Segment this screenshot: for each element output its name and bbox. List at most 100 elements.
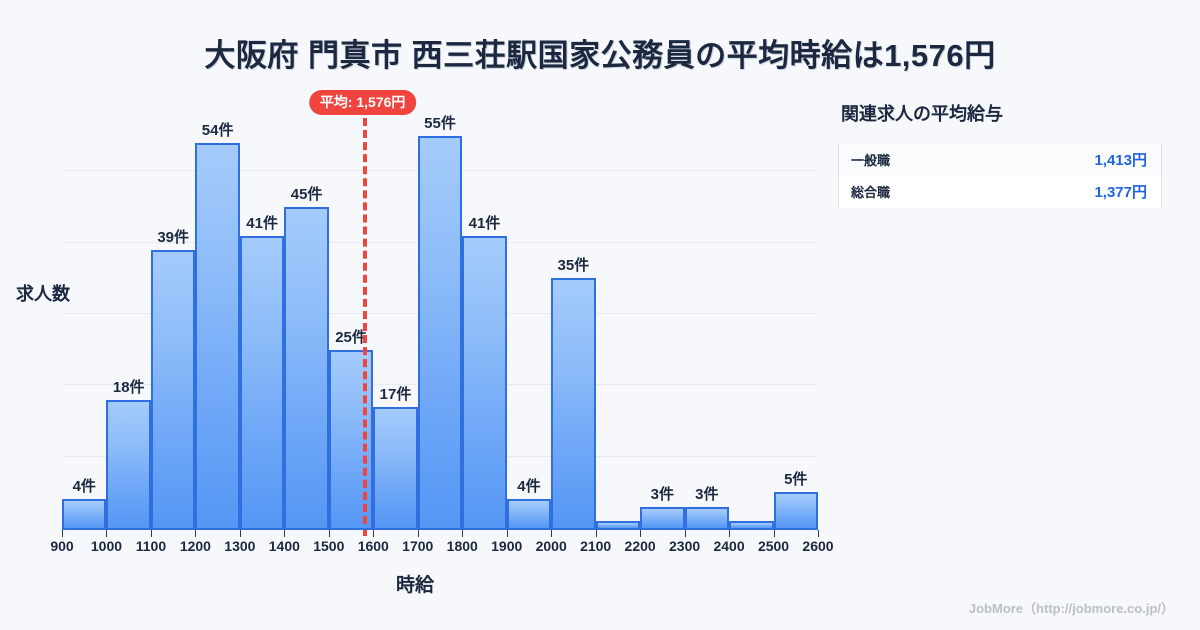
bar [729,520,774,528]
bar-slot: 54件 [195,100,240,528]
x-axis-tick-labels: 900 1000 1100 1200 1300 1400 1500 1600 1700 1800 1… [50,538,833,560]
bar-value-label: 25件 [335,328,367,346]
x-axis-ticks [62,530,819,538]
related-salary-panel: 関連求人の平均給与 一般職 1,413円総合職 1,377円 [838,100,1168,208]
x-tick-label: 900 [50,538,74,554]
bar [462,235,507,528]
page-title: 大阪府 門真市 西三荘駅国家公務員の平均時給は1,576円 [204,38,996,73]
bar [284,207,329,528]
x-tick [106,530,108,537]
y-axis-title: 求人数 [16,284,70,304]
x-tick-label: 1300 [224,538,256,554]
bar [239,235,285,528]
bar-slot: 4件 [62,100,107,528]
bar [62,499,107,528]
x-tick-label: 2100 [580,538,612,554]
x-tick-label: 2600 [802,538,834,554]
x-tick [150,530,152,537]
x-tick [773,530,775,537]
x-tick [818,530,819,537]
x-tick-label: 1800 [446,538,478,554]
salary-row-name: 一般職 [851,153,891,168]
histogram-chart: 求人数 4件 18件 39件 54件 41件 45件 25件 17件 55件 41件 4件 35件 3件… [0,90,834,596]
salary-row: 一般職 1,413円 [839,144,1161,176]
bar-slot: 41件 [239,100,285,528]
bar-value-label: 3件 [695,485,719,503]
x-tick-label: 1600 [357,538,389,554]
x-tick-label: 1200 [179,538,211,554]
bar-value-label: 45件 [290,186,323,203]
bar-value-label: 3件 [650,485,674,503]
bar-slot: 5件 [773,100,818,528]
x-tick [62,530,63,537]
x-tick [640,530,642,537]
average-line [362,118,367,536]
x-tick [551,530,553,537]
x-tick-label: 2400 [713,538,745,554]
x-tick [239,530,241,537]
bar [328,349,374,528]
bar-slot [729,100,774,528]
bar-value-label: 41件 [246,214,278,232]
x-tick [417,530,419,537]
bar [595,520,641,528]
x-tick-label: 2000 [535,538,567,554]
x-tick-label: 1500 [313,538,345,554]
x-tick-label: 2200 [624,538,656,554]
average-badge: 平均: 1,576円 [308,90,417,115]
bar [195,142,240,528]
bar [551,278,596,528]
x-tick [729,530,731,537]
bar-slot: 25件 [328,100,374,528]
x-tick-label: 2500 [757,538,790,554]
bar-value-label: 5件 [784,471,808,489]
x-tick-label: 1100 [135,538,167,554]
x-tick-label: 1000 [90,538,123,554]
x-tick-label: 1700 [402,538,434,554]
x-tick [462,530,464,537]
bar-value-label: 39件 [157,228,190,246]
x-axis-line [62,528,818,530]
bar-slot: 3件 [684,100,730,528]
bar-slot: 3件 [640,100,685,528]
bar-value-label: 18件 [112,378,145,396]
bar [684,506,730,528]
x-tick [284,530,286,537]
bar-slot [595,100,641,528]
salary-row-value: 1,413円 [1094,152,1147,169]
salary-row-value: 1,377円 [1094,184,1147,201]
x-tick-label: 2300 [669,538,701,554]
bar-value-label: 35件 [557,257,590,275]
bar-value-label: 4件 [517,478,541,496]
bar [506,499,552,528]
x-tick [328,530,330,537]
bar-slot: 45件 [284,100,329,528]
bar [150,249,196,528]
bar-series: 4件 18件 39件 54件 41件 45件 25件 17件 55件 41件 4件 35件 3件 3件 5件 [62,100,818,528]
x-axis-title: 時給 [395,575,434,596]
x-tick [195,530,197,537]
bar-slot: 41件 [462,100,507,528]
x-tick-label: 1900 [491,538,523,554]
x-tick-label: 1400 [268,538,300,554]
related-salary-table: 一般職 1,413円総合職 1,377円 [838,144,1162,208]
x-tick [373,530,375,537]
bar [773,492,818,528]
bar-value-label: 17件 [379,385,412,403]
footer-attribution: JobMore（http://jobmore.co.jp/） [968,601,1174,616]
bar-slot: 18件 [106,100,151,528]
bar-value-label: 55件 [424,114,456,132]
bar-slot: 17件 [373,100,418,528]
salary-row-name: 総合職 [851,185,891,200]
plot-area: 4件 18件 39件 54件 41件 45件 25件 17件 55件 41件 4件 35件 3件 3件 5件… [62,90,818,536]
bar-slot: 55件 [417,100,463,528]
bar-slot: 35件 [551,100,596,528]
bar [106,399,151,528]
salary-row: 総合職 1,377円 [839,176,1161,208]
bar-slot: 39件 [150,100,196,528]
x-tick [506,530,508,537]
bar-value-label: 54件 [201,121,234,139]
x-tick [595,530,597,537]
related-salary-heading: 関連求人の平均給与 [841,104,1003,124]
bar-slot: 4件 [506,100,552,528]
